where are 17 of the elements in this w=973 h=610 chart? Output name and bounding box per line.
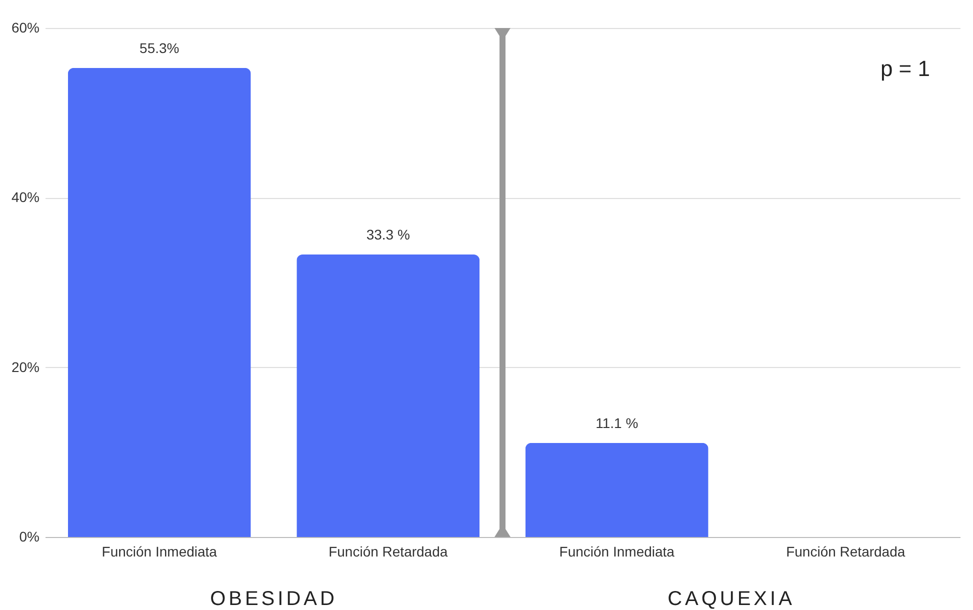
x-tick-label: Función Retardada	[328, 544, 448, 560]
text: OBESIDAD	[210, 588, 338, 610]
y-tick-label: 0%	[19, 528, 40, 544]
bar	[296, 254, 480, 537]
text: CAQUEXIA	[668, 588, 795, 610]
y-tick-label: 60%	[11, 20, 40, 36]
y-tick-label: 40%	[11, 189, 40, 206]
data-label: 11.1 %	[596, 414, 638, 431]
data-label: 33.3 %	[366, 226, 410, 243]
x-tick-label: Función Retardada	[786, 544, 906, 560]
bar	[525, 442, 708, 537]
x-tick-label: Función Inmediata	[102, 544, 218, 560]
y-tick-label: 20%	[11, 358, 40, 375]
x-tick-label: Función Inmediata	[559, 544, 675, 560]
data-label: 55.3%	[140, 40, 180, 56]
bar	[68, 68, 251, 537]
annotation: p = 1	[880, 56, 930, 82]
